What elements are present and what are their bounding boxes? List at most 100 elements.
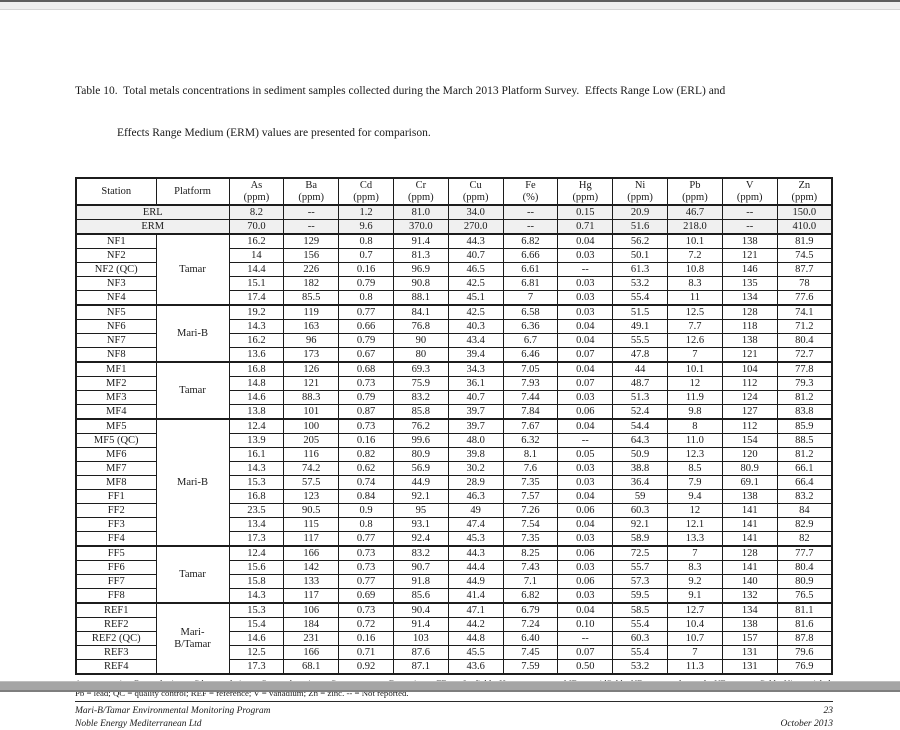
value-cell: 0.8 (339, 234, 394, 249)
value-cell: 0.50 (558, 660, 613, 675)
value-cell: 43.4 (448, 334, 503, 348)
value-cell: 75.9 (393, 377, 448, 391)
value-cell: 76.8 (393, 320, 448, 334)
value-cell: 92.4 (393, 532, 448, 547)
value-cell: -- (503, 220, 558, 235)
value-cell: 14.3 (229, 320, 284, 334)
value-cell: 12.3 (668, 448, 723, 462)
station-cell: REF1 (76, 603, 156, 618)
value-cell: 12 (668, 504, 723, 518)
value-cell: 48.7 (613, 377, 668, 391)
value-cell: 115 (284, 518, 339, 532)
value-cell: 0.04 (558, 518, 613, 532)
reference-row-label: ERL (76, 205, 229, 220)
value-cell: 39.8 (448, 448, 503, 462)
value-cell: 16.2 (229, 334, 284, 348)
column-header-cd: Cd(ppm) (339, 178, 394, 205)
value-cell: 77.8 (777, 362, 832, 377)
station-cell: FF8 (76, 589, 156, 604)
station-cell: REF3 (76, 646, 156, 660)
value-cell: 14.3 (229, 589, 284, 604)
value-cell: 91.4 (393, 234, 448, 249)
station-cell: NF3 (76, 277, 156, 291)
value-cell: 124 (722, 391, 777, 405)
value-cell: 0.73 (339, 419, 394, 434)
value-cell: 12.4 (229, 419, 284, 434)
value-cell: 270.0 (448, 220, 503, 235)
footer-program-name: Mari-B/Tamar Environmental Monitoring Pr… (75, 705, 271, 718)
value-cell: 87.6 (393, 646, 448, 660)
window-top-edge (0, 0, 900, 10)
value-cell: 138 (722, 334, 777, 348)
value-cell: 83.8 (777, 405, 832, 420)
value-cell: 14 (229, 249, 284, 263)
station-cell: NF2 (76, 249, 156, 263)
value-cell: 15.8 (229, 575, 284, 589)
value-cell: 0.06 (558, 546, 613, 561)
value-cell: 182 (284, 277, 339, 291)
value-cell: 0.04 (558, 603, 613, 618)
value-cell: 12.6 (668, 334, 723, 348)
value-cell: 81.0 (393, 205, 448, 220)
value-cell: 36.1 (448, 377, 503, 391)
value-cell: 0.73 (339, 561, 394, 575)
value-cell: 99.6 (393, 434, 448, 448)
station-cell: NF7 (76, 334, 156, 348)
value-cell: 6.46 (503, 348, 558, 363)
value-cell: 146 (722, 263, 777, 277)
value-cell: 15.1 (229, 277, 284, 291)
value-cell: 44.3 (448, 234, 503, 249)
value-cell: 218.0 (668, 220, 723, 235)
value-cell: 10.8 (668, 263, 723, 277)
value-cell: 49 (448, 504, 503, 518)
value-cell: 0.07 (558, 646, 613, 660)
value-cell: 8.2 (229, 205, 284, 220)
value-cell: 112 (722, 419, 777, 434)
value-cell: 91.4 (393, 618, 448, 632)
value-cell: 17.4 (229, 291, 284, 306)
value-cell: 7.26 (503, 504, 558, 518)
value-cell: 80 (393, 348, 448, 363)
value-cell: 45.1 (448, 291, 503, 306)
value-cell: 58.9 (613, 532, 668, 547)
value-cell: 55.4 (613, 646, 668, 660)
value-cell: 6.79 (503, 603, 558, 618)
value-cell: 7.9 (668, 476, 723, 490)
value-cell: -- (558, 434, 613, 448)
value-cell: 59 (613, 490, 668, 504)
value-cell: 138 (722, 490, 777, 504)
value-cell: 10.4 (668, 618, 723, 632)
value-cell: 8.25 (503, 546, 558, 561)
station-cell: FF2 (76, 504, 156, 518)
value-cell: -- (722, 220, 777, 235)
value-cell: 51.6 (613, 220, 668, 235)
value-cell: 410.0 (777, 220, 832, 235)
value-cell: 74.5 (777, 249, 832, 263)
value-cell: 133 (284, 575, 339, 589)
value-cell: 44.3 (448, 546, 503, 561)
value-cell: -- (503, 205, 558, 220)
value-cell: 6.82 (503, 589, 558, 604)
value-cell: 58.5 (613, 603, 668, 618)
value-cell: 0.03 (558, 249, 613, 263)
value-cell: 80.4 (777, 561, 832, 575)
column-header-as: As(ppm) (229, 178, 284, 205)
value-cell: 157 (722, 632, 777, 646)
value-cell: 163 (284, 320, 339, 334)
table-caption-line2: Effects Range Medium (ERM) values are pr… (75, 126, 833, 140)
value-cell: 120 (722, 448, 777, 462)
value-cell: 9.2 (668, 575, 723, 589)
value-cell: 6.58 (503, 305, 558, 320)
value-cell: 7.59 (503, 660, 558, 675)
column-header-fe: Fe(%) (503, 178, 558, 205)
value-cell: 44.8 (448, 632, 503, 646)
platform-cell: Tamar (156, 362, 229, 419)
value-cell: 96.9 (393, 263, 448, 277)
value-cell: 0.79 (339, 334, 394, 348)
value-cell: 12.5 (229, 646, 284, 660)
value-cell: 84 (777, 504, 832, 518)
column-header-v: V(ppm) (722, 178, 777, 205)
